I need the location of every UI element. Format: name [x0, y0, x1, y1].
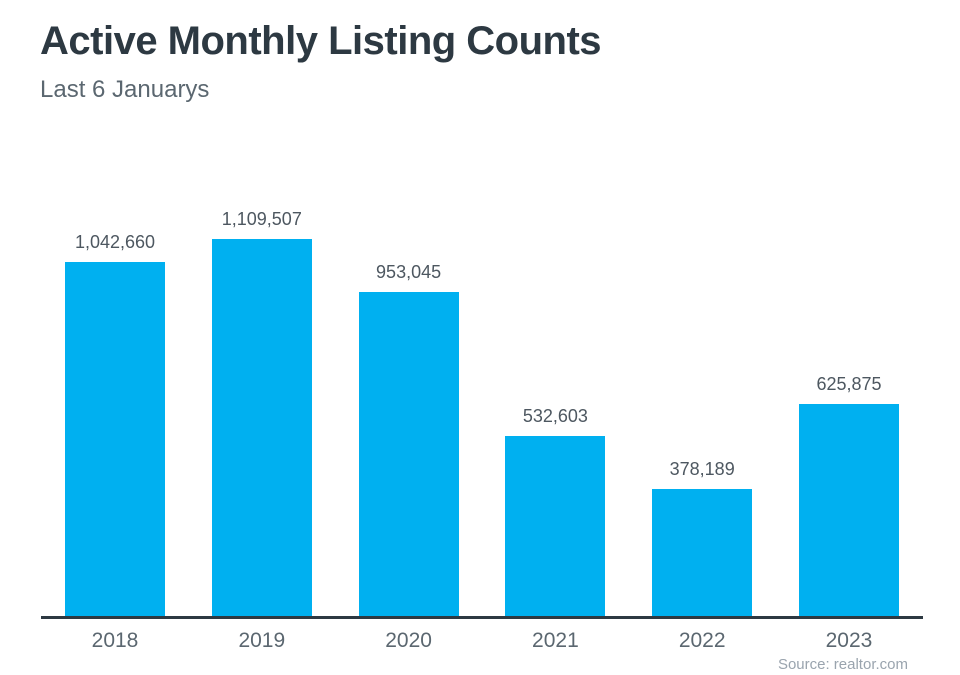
- bar-value-label: 1,109,507: [221, 209, 302, 229]
- bar-value-label: 1,042,660: [74, 232, 156, 252]
- bar-column: 532,603: [505, 406, 606, 618]
- bar: [358, 292, 459, 618]
- x-tick-label: 2023: [825, 629, 873, 652]
- bar: [65, 262, 165, 618]
- x-tick-label: 2018: [91, 629, 139, 652]
- x-tick-label: 2019: [238, 629, 286, 652]
- bar-column: 625,875: [798, 374, 899, 618]
- bar-column: 1,109,507: [211, 209, 312, 618]
- bar-value-label: 532,603: [522, 406, 588, 426]
- bar-column: 953,045: [358, 262, 459, 618]
- bar-value-label: 625,875: [816, 374, 882, 394]
- bar: [505, 436, 606, 618]
- source-note: Source: realtor.com: [777, 656, 908, 673]
- bar-column: 378,189: [652, 459, 753, 618]
- bar: [652, 489, 753, 618]
- bar-value-label: 378,189: [669, 459, 735, 479]
- bar-chart: 1,042,660 1,109,507 953,045 532,603 378,…: [41, 138, 923, 618]
- x-tick-label: 2020: [385, 629, 432, 652]
- bar: [211, 239, 312, 618]
- bar-column: 1,042,660: [65, 232, 165, 618]
- x-tick-label: 2021: [532, 629, 579, 652]
- x-axis-line: [41, 616, 923, 619]
- bar: [798, 404, 899, 618]
- bars-row: 1,042,660 1,109,507 953,045 532,603 378,…: [41, 138, 923, 618]
- chart-header: Active Monthly Listing Counts Last 6 Jan…: [40, 19, 602, 104]
- x-tick-label: 2022: [678, 629, 726, 652]
- page-title: Active Monthly Listing Counts: [40, 19, 602, 63]
- x-axis-tick-labels: 2018 2019 2020 2021 2022 2023: [41, 629, 923, 653]
- page-subtitle: Last 6 Januarys: [40, 76, 210, 103]
- bar-value-label: 953,045: [376, 262, 442, 282]
